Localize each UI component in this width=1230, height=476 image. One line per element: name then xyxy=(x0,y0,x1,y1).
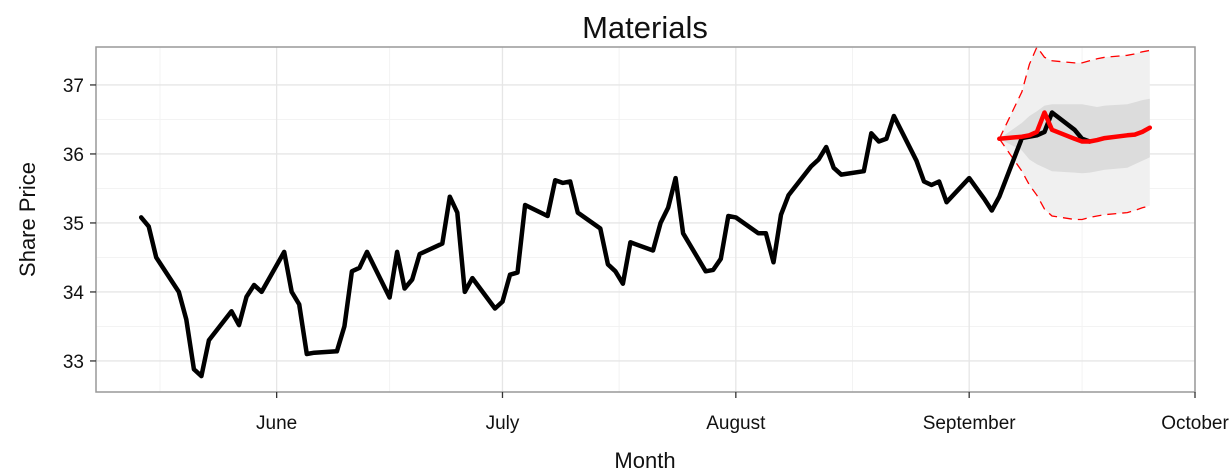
forecast-line xyxy=(997,110,1153,144)
forecast-band-inner xyxy=(999,98,1150,174)
forecast-lower-bound xyxy=(998,138,1150,221)
x-tick-label: August xyxy=(706,413,766,434)
x-tick-label: September xyxy=(923,413,1017,434)
plot-frame xyxy=(95,46,1196,393)
x-axis: June July August September October xyxy=(256,392,1229,434)
x-axis-title: Month xyxy=(614,448,675,473)
y-tick-label: 34 xyxy=(63,283,85,304)
y-axis-title: Share Price xyxy=(15,162,40,277)
y-tick-label: 36 xyxy=(63,145,84,166)
y-tick-label: 33 xyxy=(63,352,84,373)
history-line xyxy=(138,110,1092,379)
y-tick-label: 37 xyxy=(63,76,84,97)
y-axis: 33 34 35 36 37 xyxy=(63,76,96,373)
forecast-upper-bound xyxy=(998,45,1150,140)
y-tick-label: 35 xyxy=(63,214,84,235)
x-tick-label: July xyxy=(486,413,520,434)
x-tick-label: October xyxy=(1161,413,1229,434)
chart-title: Materials xyxy=(582,10,708,45)
x-tick-label: June xyxy=(256,413,297,434)
series-lines xyxy=(138,45,1153,379)
